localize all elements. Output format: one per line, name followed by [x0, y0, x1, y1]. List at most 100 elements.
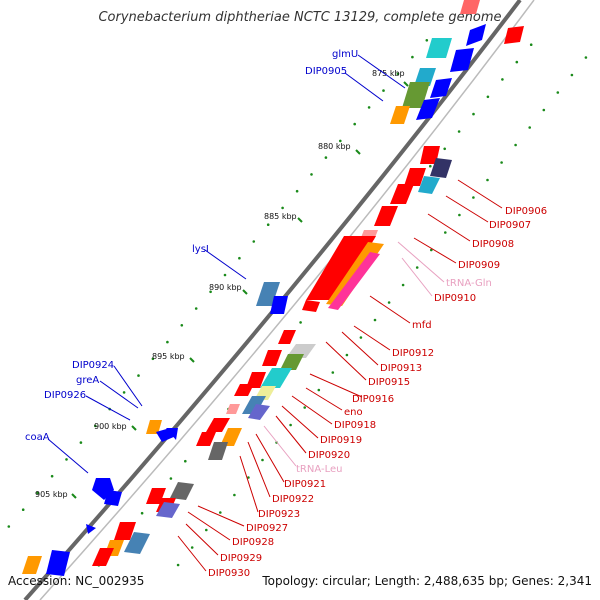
gene-label-DIP0920: DIP0920 — [308, 450, 350, 461]
guide-dot — [65, 458, 68, 461]
guide-dot — [180, 324, 184, 327]
gene-label-DIP0927: DIP0927 — [246, 523, 288, 534]
gene-arrow — [170, 482, 194, 500]
gene-arrow — [146, 488, 166, 504]
guide-dot — [184, 459, 187, 463]
gene-label-DIP0906: DIP0906 — [505, 206, 547, 217]
guide-dot — [411, 55, 414, 59]
gene-label-DIP0916: DIP0916 — [352, 394, 394, 405]
guide-dot — [570, 73, 574, 77]
gene-label-mfd: mfd — [412, 320, 432, 331]
guide-dot — [556, 91, 560, 94]
gene-arrow — [278, 330, 296, 344]
gene-arrow — [416, 98, 440, 120]
guide-dot — [472, 196, 475, 199]
guide-dot — [373, 318, 377, 322]
guide-dot — [209, 290, 212, 294]
gene-arrow — [156, 502, 180, 518]
guide-dot — [122, 391, 126, 394]
reverse-features[interactable] — [92, 24, 524, 566]
gene-label-DIP0924: DIP0924 — [72, 360, 114, 371]
gene-arrow — [206, 418, 230, 432]
reverse-labels[interactable]: DIP0906 DIP0907 DIP0908 DIP0909 tRNA-Gln… — [208, 206, 547, 579]
guide-dot — [396, 72, 400, 76]
gene-label-DIP0909: DIP0909 — [458, 260, 500, 271]
gene-label-DIP0918: DIP0918 — [334, 420, 376, 431]
gene-arrow — [196, 432, 216, 446]
gene-label-DIP0929: DIP0929 — [220, 553, 262, 564]
forward-features[interactable] — [22, 0, 480, 576]
guide-dot — [443, 147, 447, 151]
accession: Accession: NC_002935 — [8, 574, 145, 588]
gene-arrow — [46, 550, 70, 576]
guide-dot — [176, 563, 180, 567]
scale-ticks — [71, 81, 409, 499]
gene-label-greA: greA — [76, 375, 99, 386]
guide-dot — [166, 340, 169, 344]
gene-arrow — [226, 404, 240, 414]
gene-arrow — [92, 548, 114, 566]
gene-arrow — [426, 38, 452, 58]
guide-dot — [36, 491, 39, 495]
gene-arrow — [420, 146, 440, 164]
gene-arrow — [402, 82, 430, 108]
gene-label-DIP0919: DIP0919 — [320, 435, 362, 446]
reverse-label-leaders — [177, 179, 503, 572]
tick-label-885: 885 kbp — [264, 212, 297, 221]
gene-arrow — [328, 252, 380, 310]
gene-label-tRNA-Leu: tRNA-Leu — [296, 464, 342, 475]
gene-label-DIP0907: DIP0907 — [489, 220, 531, 231]
guide-dot — [444, 231, 447, 234]
gene-arrow — [242, 396, 266, 414]
guide-dot — [190, 546, 194, 549]
backbone — [23, 0, 535, 600]
forward-labels[interactable]: glmU DIP0905 lysI DIP0924 greA DIP0926 c… — [25, 49, 358, 443]
guide-dot — [382, 89, 385, 92]
gene-arrow — [414, 68, 436, 86]
gene-arrow — [430, 158, 452, 178]
guide-dot — [387, 301, 391, 304]
gene-label-DIP0926: DIP0926 — [44, 390, 86, 401]
guide-dot — [94, 424, 97, 428]
guide-dot — [303, 406, 307, 409]
gene-arrow — [260, 368, 292, 388]
guide-dot — [194, 307, 198, 310]
gene-label-DIP0921: DIP0921 — [284, 479, 326, 490]
gene-arrow — [466, 24, 486, 46]
guide-dot — [353, 122, 357, 126]
guide-dot — [7, 525, 11, 528]
gene-arrow — [124, 532, 150, 554]
guide-dot — [331, 371, 335, 374]
guide-dot — [310, 173, 313, 176]
guide-dot — [205, 528, 208, 532]
gene-label-DIP0915: DIP0915 — [368, 377, 410, 388]
forward-label-leaders — [47, 54, 406, 474]
guide-dot — [359, 336, 363, 339]
guide-dot — [584, 56, 588, 59]
genome-summary: Topology: circular; Length: 2,488,635 bp… — [262, 574, 592, 588]
gene-arrow — [248, 404, 270, 420]
gene-label-DIP0922: DIP0922 — [272, 494, 314, 505]
guide-dot — [529, 43, 533, 46]
guide-dot — [266, 223, 270, 226]
guide-dot — [514, 143, 517, 147]
guide-dot — [367, 106, 371, 109]
gene-arrow — [390, 184, 414, 204]
gene-label-lysI: lysI — [192, 244, 209, 255]
gene-arrow — [450, 48, 474, 72]
gene-arrow — [146, 420, 162, 434]
gene-label-DIP0910: DIP0910 — [434, 293, 476, 304]
gene-arrow — [390, 106, 410, 124]
gene-arrow — [504, 26, 524, 44]
gene-label-tRNA-Gln: tRNA-Gln — [446, 278, 492, 289]
guide-dot — [281, 206, 284, 210]
guide-dot — [472, 112, 475, 116]
gene-label-glmU: glmU — [332, 49, 358, 60]
guide-dot — [299, 321, 302, 324]
gene-arrow — [234, 384, 254, 396]
gene-arrow — [166, 428, 178, 440]
gene-arrow — [418, 176, 440, 194]
gene-arrow — [22, 556, 42, 574]
guide-dot — [528, 126, 531, 129]
